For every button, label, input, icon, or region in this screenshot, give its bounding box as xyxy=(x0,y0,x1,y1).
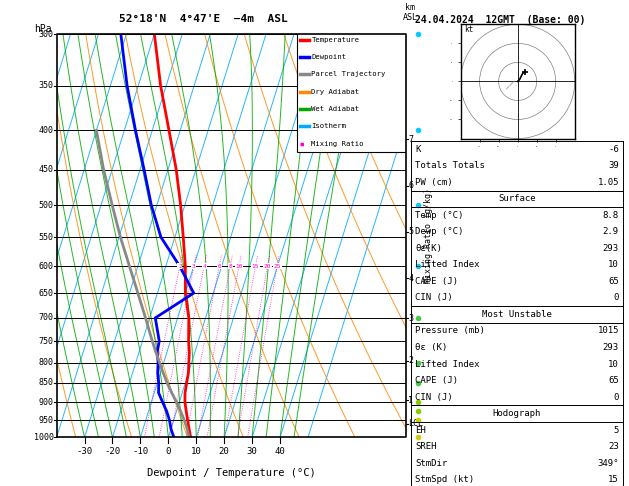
Text: Most Unstable: Most Unstable xyxy=(482,310,552,319)
Text: 25: 25 xyxy=(274,264,281,269)
Text: θε (K): θε (K) xyxy=(415,343,447,352)
Text: 10: 10 xyxy=(608,260,619,269)
Text: 2: 2 xyxy=(178,264,182,269)
Text: 39: 39 xyxy=(608,161,619,170)
Text: Totals Totals: Totals Totals xyxy=(415,161,485,170)
Text: 750: 750 xyxy=(39,336,54,346)
Text: 6: 6 xyxy=(408,181,413,191)
Text: 23: 23 xyxy=(608,442,619,451)
Text: 850: 850 xyxy=(39,379,54,387)
Text: θε(K): θε(K) xyxy=(415,244,442,253)
Text: 0: 0 xyxy=(613,294,619,302)
Text: 10: 10 xyxy=(191,448,202,456)
Text: 4: 4 xyxy=(203,264,206,269)
Text: -6: -6 xyxy=(608,145,619,154)
Text: 349°: 349° xyxy=(598,459,619,468)
Text: 6: 6 xyxy=(217,264,221,269)
Text: 2.9: 2.9 xyxy=(603,227,619,236)
Text: 293: 293 xyxy=(603,343,619,352)
Text: EH: EH xyxy=(415,426,426,434)
Text: 65: 65 xyxy=(608,376,619,385)
Text: 1.05: 1.05 xyxy=(598,178,619,187)
Text: Pressure (mb): Pressure (mb) xyxy=(415,327,485,335)
Text: 52°18'N  4°47'E  −4m  ASL: 52°18'N 4°47'E −4m ASL xyxy=(119,14,287,24)
Text: 293: 293 xyxy=(603,244,619,253)
Text: 65: 65 xyxy=(608,277,619,286)
Text: 8: 8 xyxy=(228,264,232,269)
Text: 40: 40 xyxy=(275,448,286,456)
Text: Dewpoint / Temperature (°C): Dewpoint / Temperature (°C) xyxy=(147,468,316,478)
Text: Hodograph: Hodograph xyxy=(493,409,541,418)
Text: kt: kt xyxy=(464,25,474,34)
Text: Lifted Index: Lifted Index xyxy=(415,260,480,269)
Text: 500: 500 xyxy=(39,201,54,209)
Text: 0: 0 xyxy=(613,393,619,401)
Text: 0: 0 xyxy=(165,448,171,456)
Text: LCL: LCL xyxy=(408,419,423,428)
Text: CIN (J): CIN (J) xyxy=(415,294,453,302)
Text: 8.8: 8.8 xyxy=(603,211,619,220)
Text: Parcel Trajectory: Parcel Trajectory xyxy=(311,71,386,77)
Text: 450: 450 xyxy=(39,165,54,174)
Text: 15: 15 xyxy=(252,264,259,269)
Text: 1015: 1015 xyxy=(598,327,619,335)
Text: 20: 20 xyxy=(264,264,271,269)
Text: -20: -20 xyxy=(104,448,121,456)
Text: -30: -30 xyxy=(77,448,92,456)
Text: hPa: hPa xyxy=(34,24,52,34)
Text: 600: 600 xyxy=(39,262,54,271)
Text: Temp (°C): Temp (°C) xyxy=(415,211,464,220)
Text: 7: 7 xyxy=(408,135,413,144)
Text: 900: 900 xyxy=(39,398,54,407)
Text: 3: 3 xyxy=(192,264,196,269)
Text: 950: 950 xyxy=(39,416,54,425)
Text: 350: 350 xyxy=(39,81,54,90)
Text: 4: 4 xyxy=(408,274,413,283)
Text: Surface: Surface xyxy=(498,194,536,203)
Text: Isotherm: Isotherm xyxy=(311,123,347,129)
Text: 700: 700 xyxy=(39,313,54,322)
Text: CAPE (J): CAPE (J) xyxy=(415,277,458,286)
Text: 550: 550 xyxy=(39,233,54,242)
Text: PW (cm): PW (cm) xyxy=(415,178,453,187)
Text: 30: 30 xyxy=(247,448,257,456)
Text: 5: 5 xyxy=(408,227,413,236)
Text: K: K xyxy=(415,145,421,154)
Text: Wet Adiabat: Wet Adiabat xyxy=(311,106,359,112)
Text: StmSpd (kt): StmSpd (kt) xyxy=(415,475,474,484)
Text: 300: 300 xyxy=(39,30,54,38)
Text: 800: 800 xyxy=(39,358,54,367)
FancyBboxPatch shape xyxy=(298,27,415,152)
Text: Mixing Ratio (g/kg): Mixing Ratio (g/kg) xyxy=(423,188,433,283)
Text: 10: 10 xyxy=(608,360,619,368)
Text: SREH: SREH xyxy=(415,442,437,451)
Text: 1000: 1000 xyxy=(34,433,54,442)
Text: 5: 5 xyxy=(613,426,619,434)
Text: 24.04.2024  12GMT  (Base: 00): 24.04.2024 12GMT (Base: 00) xyxy=(415,15,586,25)
Text: 2: 2 xyxy=(408,356,413,365)
Text: Dry Adiabat: Dry Adiabat xyxy=(311,88,359,95)
Text: StmDir: StmDir xyxy=(415,459,447,468)
Text: 15: 15 xyxy=(608,475,619,484)
Text: Temperature: Temperature xyxy=(311,36,359,43)
Text: km
ASL: km ASL xyxy=(403,2,418,22)
Text: -10: -10 xyxy=(132,448,148,456)
Text: Lifted Index: Lifted Index xyxy=(415,360,480,368)
Text: 3: 3 xyxy=(408,314,413,323)
Text: CAPE (J): CAPE (J) xyxy=(415,376,458,385)
Text: 400: 400 xyxy=(39,126,54,135)
Text: Dewpoint: Dewpoint xyxy=(311,54,347,60)
Text: 20: 20 xyxy=(219,448,230,456)
Text: 650: 650 xyxy=(39,289,54,297)
Text: Mixing Ratio: Mixing Ratio xyxy=(311,140,364,147)
Text: 10: 10 xyxy=(235,264,243,269)
Text: CIN (J): CIN (J) xyxy=(415,393,453,401)
Text: Dewp (°C): Dewp (°C) xyxy=(415,227,464,236)
Text: 1: 1 xyxy=(408,396,413,405)
